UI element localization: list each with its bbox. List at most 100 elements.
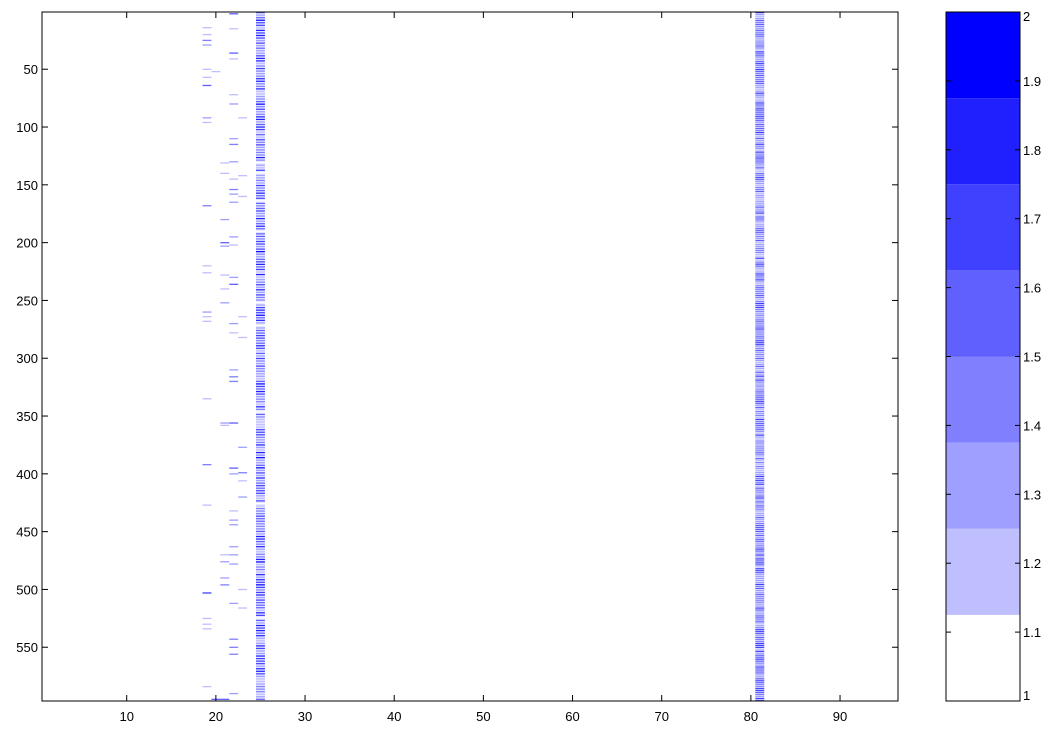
heatmap-cell bbox=[256, 78, 265, 80]
heatmap-cell bbox=[755, 597, 765, 599]
heatmap-cell bbox=[256, 296, 265, 299]
heatmap-cell bbox=[755, 536, 765, 538]
heatmap-cell bbox=[256, 70, 265, 72]
heatmap-cell bbox=[256, 202, 265, 204]
heatmap-cell bbox=[256, 652, 265, 655]
heatmap-cell bbox=[256, 535, 265, 538]
heatmap-cell bbox=[256, 319, 265, 321]
heatmap-cell bbox=[256, 329, 265, 332]
colorbar-tick-label: 1.9 bbox=[1023, 74, 1041, 89]
heatmap-cell bbox=[755, 387, 765, 389]
heatmap-cell bbox=[256, 668, 265, 670]
heatmap-cell bbox=[220, 584, 230, 586]
heatmap-cell bbox=[256, 88, 265, 90]
heatmap-cell bbox=[755, 100, 765, 102]
heatmap-cell bbox=[755, 424, 765, 426]
heatmap-cell bbox=[755, 118, 765, 120]
heatmap-cell bbox=[202, 117, 212, 119]
heatmap-cell bbox=[256, 192, 265, 194]
heatmap-cell bbox=[755, 171, 765, 173]
heatmap-cell bbox=[256, 350, 265, 352]
heatmap-cell bbox=[256, 373, 265, 375]
heatmap-cell bbox=[755, 403, 765, 405]
heatmap-cell bbox=[229, 94, 239, 96]
heatmap-cell bbox=[755, 407, 765, 409]
heatmap-cell bbox=[256, 566, 265, 568]
heatmap-cell bbox=[256, 238, 265, 240]
heatmap-cell bbox=[755, 320, 765, 322]
heatmap-cell bbox=[755, 483, 765, 485]
heatmap-cell bbox=[256, 637, 265, 639]
heatmap-cell bbox=[755, 676, 765, 678]
heatmap-cell bbox=[256, 467, 265, 469]
heatmap-cell bbox=[755, 583, 765, 586]
heatmap-cell bbox=[229, 519, 239, 521]
heatmap-cell bbox=[755, 672, 765, 674]
heatmap-cell bbox=[256, 95, 265, 98]
heatmap-cell bbox=[755, 465, 765, 468]
heatmap-cell bbox=[256, 19, 265, 21]
heatmap-cell bbox=[755, 129, 765, 132]
heatmap-cell bbox=[256, 245, 265, 248]
heatmap-cell bbox=[755, 373, 765, 375]
x-tick-label: 50 bbox=[476, 709, 490, 724]
heatmap-cell bbox=[256, 500, 265, 502]
heatmap-cell bbox=[755, 595, 765, 597]
heatmap-cell bbox=[755, 469, 765, 472]
heatmap-cell bbox=[755, 416, 765, 419]
colorbar-tick-label: 1.5 bbox=[1023, 350, 1041, 365]
heatmap-cell bbox=[238, 472, 248, 474]
heatmap-cell bbox=[755, 511, 765, 513]
heatmap-cell bbox=[256, 571, 265, 573]
heatmap-cell bbox=[202, 504, 212, 506]
heatmap-cell bbox=[755, 353, 765, 356]
heatmap-cell bbox=[256, 197, 265, 199]
heatmap-cell bbox=[755, 623, 765, 625]
heatmap-cell bbox=[755, 401, 765, 403]
heatmap-cell bbox=[256, 174, 265, 176]
heatmap-cell bbox=[755, 684, 765, 686]
colorbar-tick-label: 1.6 bbox=[1023, 281, 1041, 296]
heatmap-cell bbox=[755, 462, 765, 464]
heatmap-cell bbox=[256, 680, 265, 683]
heatmap-cell bbox=[229, 332, 239, 334]
heatmap-cell bbox=[256, 640, 265, 642]
heatmap-cell bbox=[755, 336, 765, 338]
heatmap-cell bbox=[755, 410, 765, 413]
heatmap-cell bbox=[256, 393, 265, 395]
heatmap-cell bbox=[256, 276, 265, 278]
heatmap-cell bbox=[755, 114, 765, 116]
heatmap-cell bbox=[256, 352, 265, 354]
heatmap-cell bbox=[755, 202, 765, 204]
heatmap-cell bbox=[755, 120, 765, 122]
heatmap-cell bbox=[755, 340, 765, 342]
heatmap-cell bbox=[755, 585, 765, 588]
heatmap-cell bbox=[202, 398, 212, 400]
heatmap-cell bbox=[256, 663, 265, 665]
heatmap-cell bbox=[256, 268, 265, 271]
heatmap-cell bbox=[256, 116, 265, 118]
heatmap-cell bbox=[256, 446, 265, 449]
heatmap-cell bbox=[755, 342, 765, 344]
heatmap-cell bbox=[256, 658, 265, 660]
heatmap-cell bbox=[755, 186, 765, 189]
heatmap-cell bbox=[256, 541, 265, 543]
heatmap-cell bbox=[755, 460, 765, 462]
colorbar-tick-label: 1.1 bbox=[1023, 625, 1041, 640]
heatmap-cell bbox=[256, 693, 265, 695]
heatmap-cell bbox=[256, 685, 265, 688]
heatmap-cell bbox=[755, 680, 765, 682]
heatmap-cell bbox=[755, 196, 765, 198]
heatmap-cell bbox=[256, 612, 265, 614]
heatmap-cell bbox=[256, 589, 265, 591]
heatmap-cell bbox=[755, 239, 765, 242]
heatmap-cell bbox=[256, 113, 265, 115]
heatmap-cell bbox=[256, 675, 265, 677]
heatmap-cell bbox=[755, 302, 765, 305]
heatmap-cell bbox=[755, 542, 765, 544]
heatmap-cell bbox=[755, 33, 765, 35]
heatmap-cell bbox=[202, 316, 212, 318]
heatmap-cell bbox=[755, 208, 765, 210]
heatmap-cell bbox=[229, 244, 239, 246]
heatmap-cell bbox=[256, 642, 265, 644]
